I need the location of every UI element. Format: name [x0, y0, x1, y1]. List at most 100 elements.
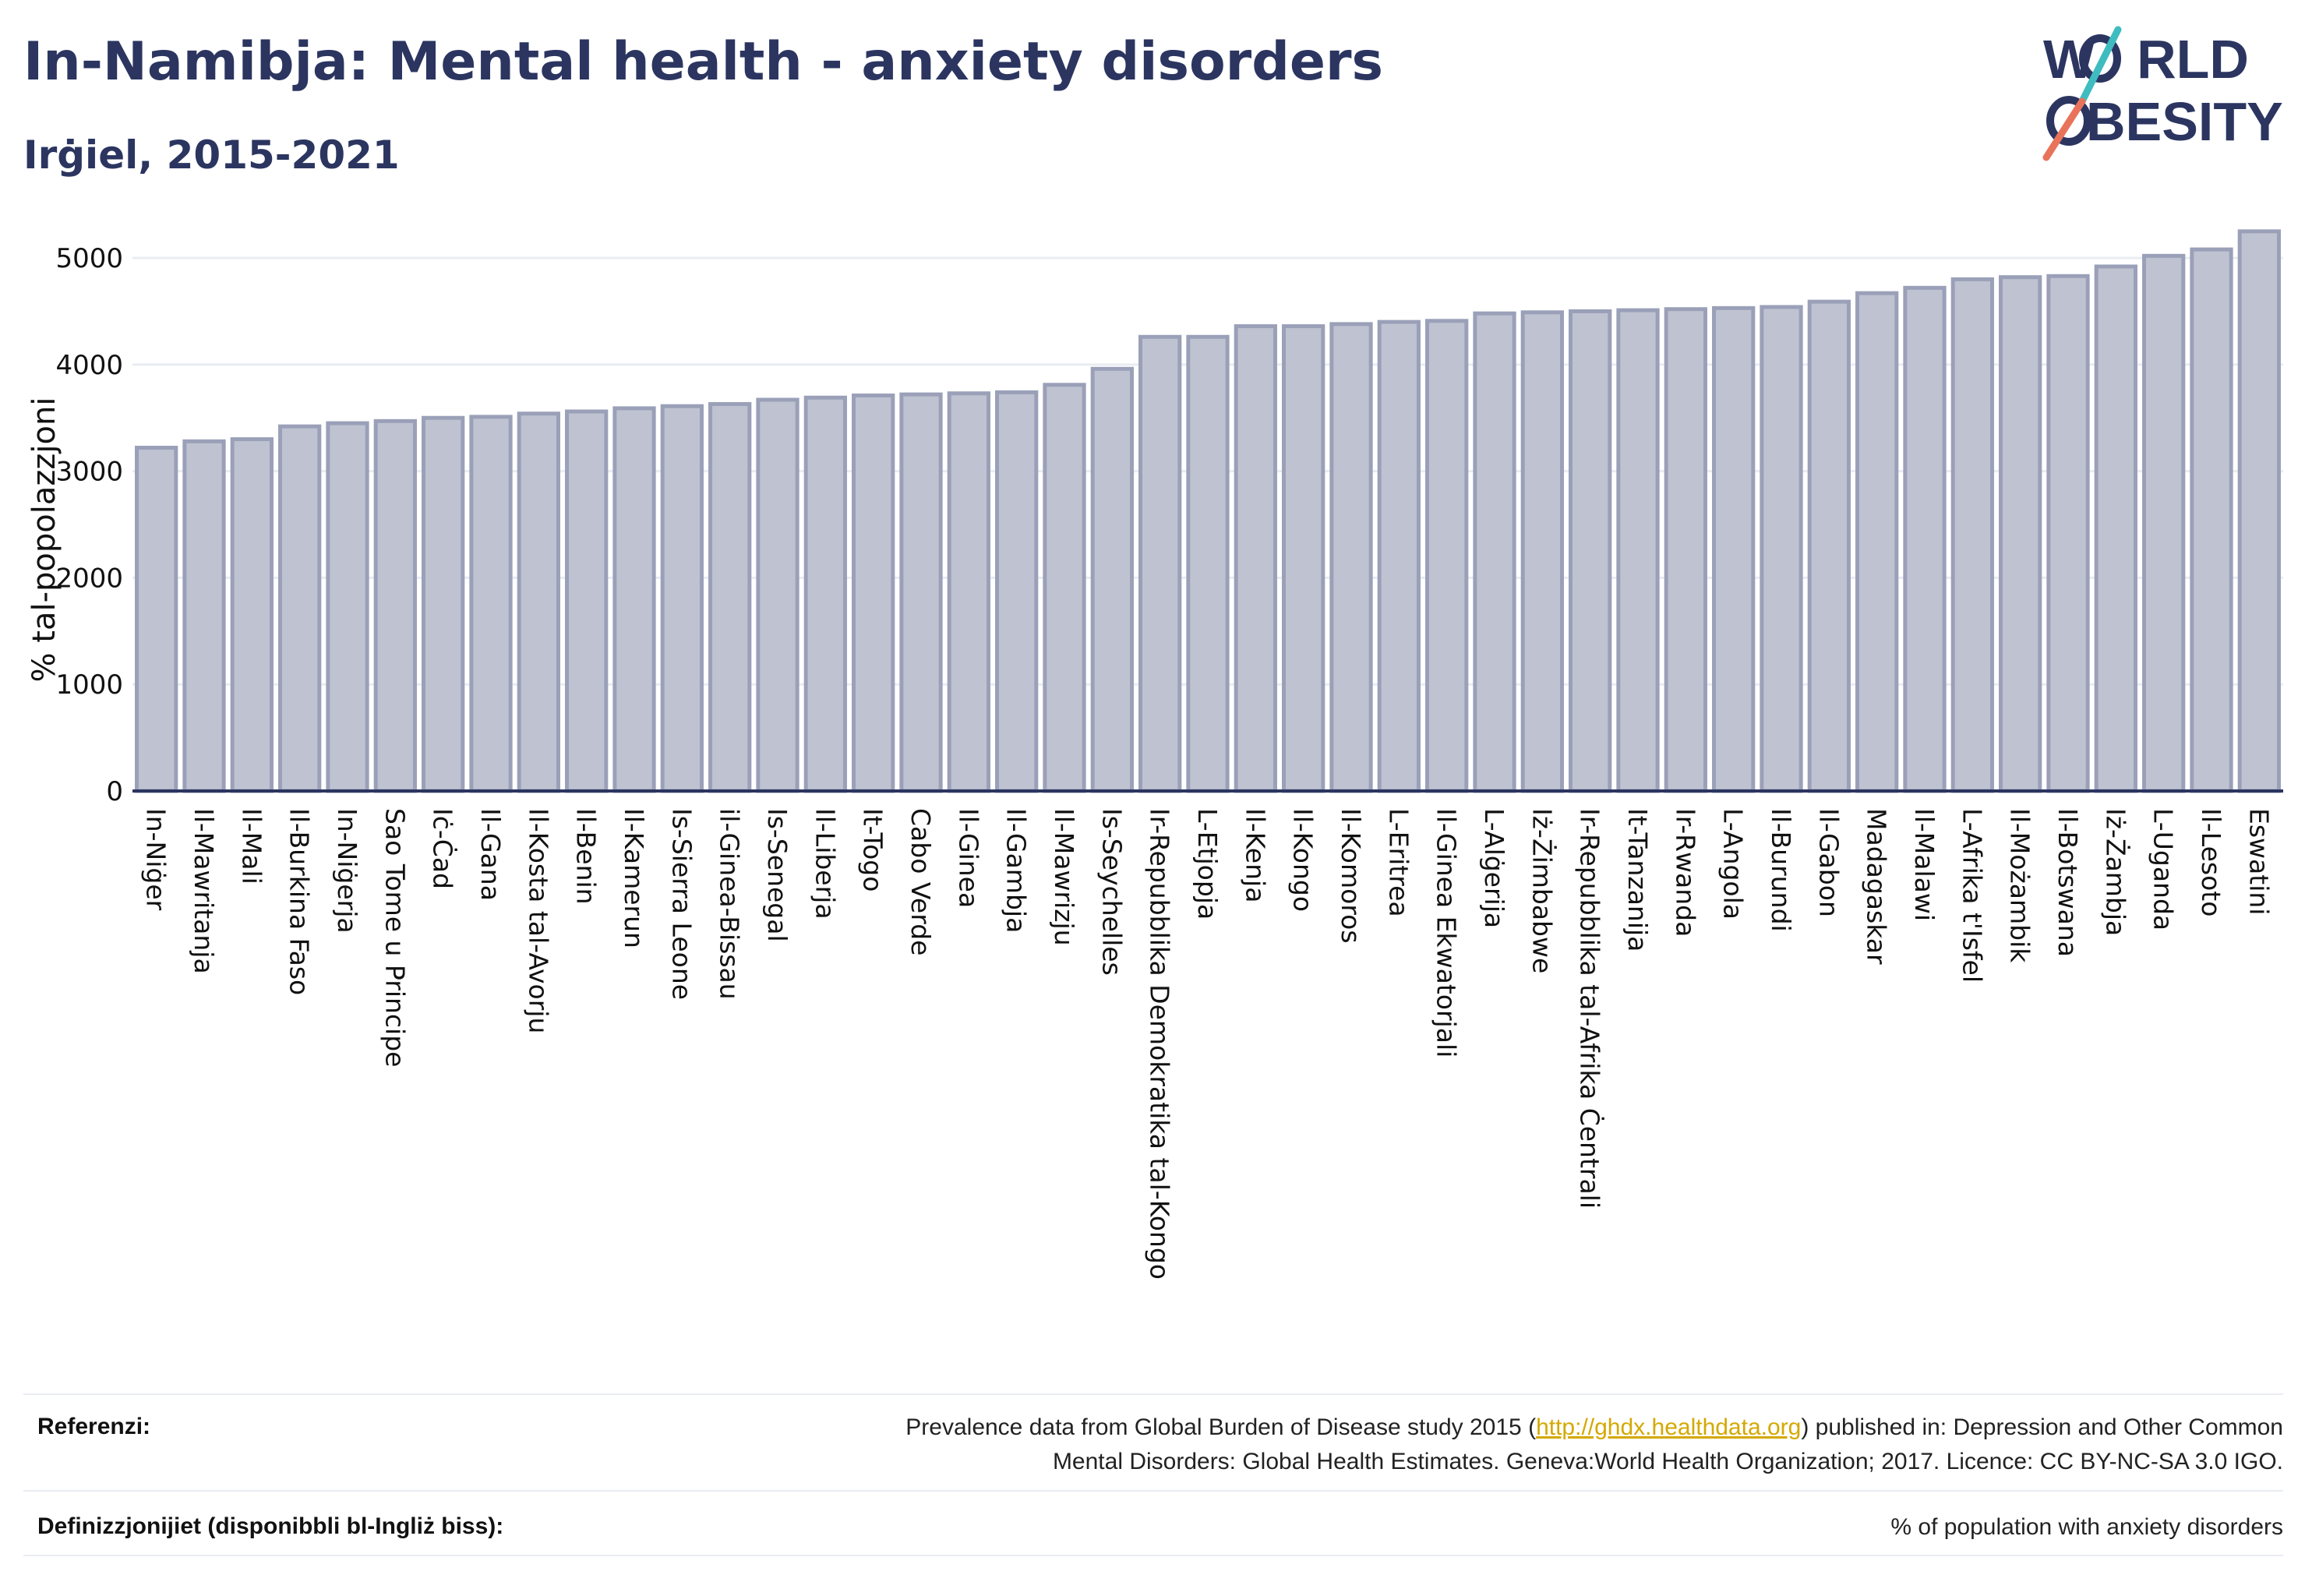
bar-chart: 0 1000 2000 3000 4000 5000 % tal-popolazzjoni I…	[26, 229, 2283, 1280]
bars-layer	[135, 229, 2281, 793]
y-axis-label: % tal-popolazzjoni	[26, 397, 62, 683]
x-tick-label: Il-Burundi	[1766, 808, 1796, 932]
chart-title: In-Namibja: Mental health - anxiety diso…	[23, 31, 1384, 93]
x-tick-label: Il-Botswana	[2053, 808, 2083, 957]
x-tick-label: Is-Seychelles	[1096, 808, 1127, 976]
x-tick-label: il-Ginea-Bissau	[715, 808, 745, 1000]
x-tick-label: L-Uganda	[2148, 808, 2179, 930]
x-tick-label: Il-Malawi	[1909, 808, 1940, 921]
bar	[278, 424, 322, 793]
svg-text:BESITY: BESITY	[2086, 91, 2283, 152]
bar	[2046, 274, 2090, 793]
bar	[517, 411, 560, 793]
x-tick-label: Sao Tome u Principe	[379, 808, 410, 1067]
bar	[469, 415, 513, 793]
bar	[756, 397, 800, 793]
y-tick-label: 4000	[55, 350, 123, 381]
x-tick-label: Il-Burkina Faso	[284, 808, 315, 995]
bar	[947, 391, 990, 793]
references-link[interactable]: http://ghdx.healthdata.org	[1536, 1414, 1802, 1440]
bar	[660, 404, 704, 793]
bar	[373, 418, 417, 793]
bar	[1282, 324, 1325, 793]
x-tick-label: It-Tanzanija	[1622, 808, 1653, 952]
x-tick-label: L-Alġerija	[1479, 808, 1509, 928]
chart-subtitle: Irġiel, 2015-2021	[23, 132, 400, 178]
bar	[1569, 309, 1612, 793]
footer-divider-bottom	[23, 1555, 2283, 1556]
bar	[803, 395, 847, 793]
x-tick-label: Il-Możambik	[2005, 808, 2035, 963]
x-tick-label: Il-Mawritanja	[189, 808, 219, 974]
x-tick-label: Iż-Żimbabwe	[1527, 808, 1557, 973]
bar	[1473, 311, 1516, 793]
x-tick-label: Il-Lesoto	[2196, 808, 2226, 916]
x-tick-label: Il-Liberja	[810, 808, 840, 920]
bar	[182, 439, 226, 793]
bar	[1520, 310, 1564, 793]
bar	[1186, 334, 1230, 793]
x-tick-label: Il-Gana	[475, 808, 506, 901]
bar	[1903, 285, 1947, 793]
x-tick-label: Iż-Żambja	[2100, 808, 2130, 936]
definitions-row: Definizzjonijiet (disponibbli bl-Ingliż …	[23, 1510, 2283, 1549]
bar	[230, 437, 274, 793]
x-tick-label: Ir-Repubblika tal-Afrika Ċentrali	[1575, 808, 1606, 1209]
x-tick-label: L-Afrika t'Isfel	[1957, 808, 1987, 983]
x-tick-label: Il-Ginea	[953, 808, 983, 908]
bar	[1329, 322, 1373, 793]
bar	[852, 394, 895, 793]
x-tick-label: Il-Gambja	[1001, 808, 1032, 933]
x-tick-label: Eswatini	[2243, 808, 2274, 915]
bar	[2237, 229, 2281, 793]
y-tick-label: 0	[106, 776, 123, 807]
bar	[1090, 366, 1134, 793]
bar	[2190, 247, 2233, 793]
bar	[1043, 383, 1086, 793]
x-tick-label: L-Etjopja	[1192, 808, 1223, 920]
x-tick-label: Cabo Verde	[905, 808, 936, 955]
bar	[1855, 291, 1899, 793]
x-tick-label: Iċ-Ċad	[428, 808, 459, 889]
definitions-label: Definizzjonijiet (disponibbli bl-Ingliż …	[37, 1513, 504, 1539]
x-tick-label: Il-Gabon	[1813, 808, 1844, 917]
bar	[1950, 277, 1994, 793]
bar	[1425, 319, 1469, 793]
bar	[422, 415, 465, 793]
x-tick-label: Is-Sierra Leone	[666, 808, 697, 1000]
bar	[1377, 320, 1421, 793]
x-tick-label: Il-Kamerun	[619, 808, 649, 948]
x-tick-label: In-Niġer	[141, 808, 171, 911]
x-tick-label: It-Togo	[858, 808, 888, 892]
x-tick-label: Ir-Repubblika Demokratika tal-Kongo	[1145, 808, 1175, 1280]
bar	[1999, 275, 2042, 793]
world-obesity-logo: W RLD BESITY	[2042, 26, 2283, 161]
x-tick-label: Madagaskar	[1862, 808, 1892, 965]
x-tick-label: Is-Senegal	[762, 808, 792, 942]
bar	[1664, 307, 1707, 793]
references-text: Prevalence data from Global Burden of Di…	[905, 1414, 2283, 1474]
bar	[135, 446, 178, 793]
bar	[612, 406, 656, 793]
y-tick-label: 3000	[55, 457, 123, 488]
x-tick-label: Il-Kenja	[1240, 808, 1270, 902]
bar	[708, 401, 752, 793]
references-row: Referenzi: Prevalence data from Global B…	[23, 1411, 2283, 1488]
x-tick-label: L-Angola	[1718, 808, 1749, 920]
bar	[326, 421, 369, 793]
footer-divider-top	[23, 1393, 2283, 1395]
x-tick-label: L-Eritrea	[1383, 808, 1414, 917]
bar	[1234, 324, 1277, 793]
bar	[899, 392, 943, 793]
bar	[1760, 305, 1803, 793]
bar	[2142, 253, 2186, 793]
references-label: Referenzi:	[37, 1414, 151, 1439]
bar	[565, 409, 609, 793]
bar	[1138, 334, 1182, 793]
footer-divider-middle	[23, 1490, 2283, 1492]
bar	[1807, 299, 1851, 793]
labels-layer: 0 1000 2000 3000 4000 5000 % tal-popolazzjoni I…	[26, 243, 2274, 1280]
x-tick-label: Il-Kongo	[1288, 808, 1318, 912]
x-tick-label: Il-Kosta tal-Avorju	[523, 808, 553, 1033]
y-tick-label: 2000	[55, 563, 123, 594]
